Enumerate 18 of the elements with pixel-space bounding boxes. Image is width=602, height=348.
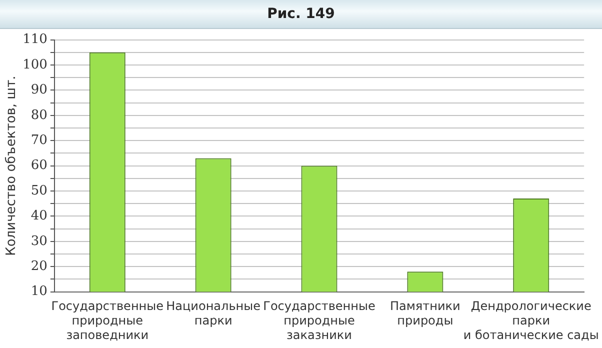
y-tick-label: 100 [22, 57, 48, 72]
y-tick-label: 50 [30, 183, 48, 198]
y-tick-label: 90 [30, 82, 48, 98]
y-tick-label: 70 [30, 132, 48, 148]
y-tick-label: 60 [30, 158, 48, 174]
y-tick-label: 110 [22, 32, 48, 48]
chart-title: Рис. 149 [0, 0, 602, 29]
y-tick-label: 80 [30, 108, 48, 123]
x-tick-label: Памятники природы [390, 299, 460, 328]
x-tick-label: Дендрологические парки и ботанические сады [463, 299, 599, 342]
x-tick-label: Национальные парки [166, 299, 260, 328]
y-tick-label: 10 [30, 284, 48, 300]
y-axis-title: Количество объектов, шт. [4, 76, 20, 256]
x-tick-label: Государственные природные заповедники [51, 299, 164, 342]
y-tick-label: 30 [30, 234, 48, 249]
y-tick-label: 20 [30, 258, 48, 274]
x-tick-label: Государственные природные заказники [263, 299, 376, 342]
y-tick-label: 40 [30, 208, 48, 224]
